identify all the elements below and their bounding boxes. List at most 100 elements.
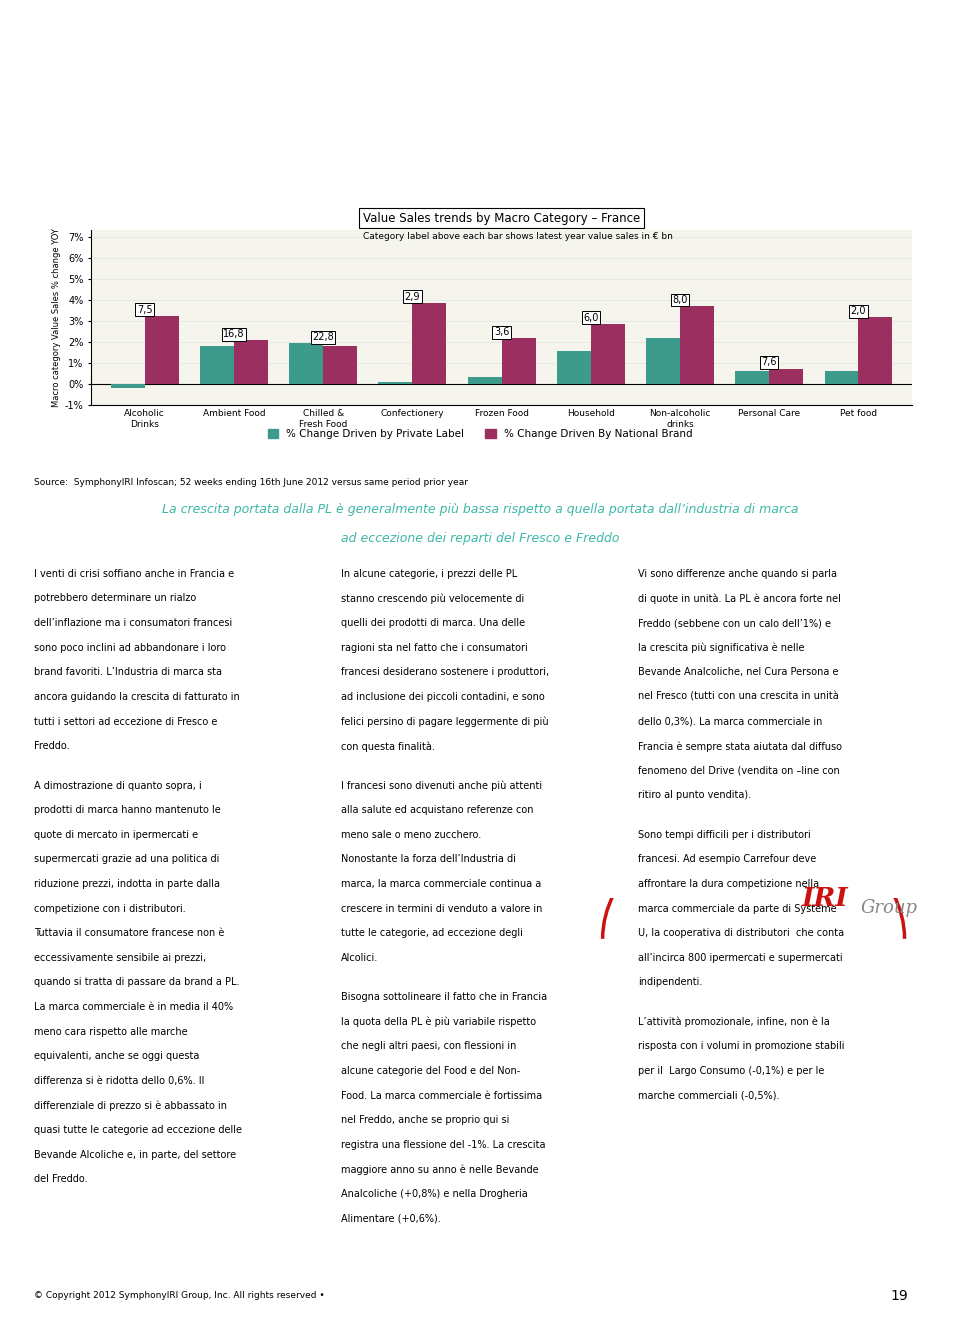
- Text: Alimentare (+0,6%).: Alimentare (+0,6%).: [341, 1214, 441, 1224]
- Text: Bisogna sottolineare il fatto che in Francia: Bisogna sottolineare il fatto che in Fra…: [341, 992, 547, 1002]
- Bar: [200, 346, 234, 384]
- Bar: [501, 338, 536, 384]
- Bar: [378, 382, 413, 384]
- Text: Category label above each bar shows latest year value sales in € bn: Category label above each bar shows late…: [363, 232, 673, 241]
- Text: felici persino di pagare leggermente di più: felici persino di pagare leggermente di …: [341, 717, 548, 727]
- Bar: [590, 323, 625, 384]
- Text: potrebbero determinare un rialzo: potrebbero determinare un rialzo: [34, 594, 196, 603]
- Text: Francia è sempre stata aiutata dal diffuso: Francia è sempre stata aiutata dal diffu…: [638, 741, 843, 751]
- Bar: [289, 343, 324, 384]
- Text: eccessivamente sensibile ai prezzi,: eccessivamente sensibile ai prezzi,: [34, 953, 205, 963]
- Text: quelli dei prodotti di marca. Una delle: quelli dei prodotti di marca. Una delle: [341, 617, 525, 628]
- Text: affrontare la dura competizione nella: affrontare la dura competizione nella: [638, 878, 820, 889]
- Text: con questa finalità.: con questa finalità.: [341, 741, 435, 751]
- Bar: [413, 302, 446, 384]
- Text: riduzione prezzi, indotta in parte dalla: riduzione prezzi, indotta in parte dalla: [34, 878, 220, 889]
- Bar: [735, 371, 769, 384]
- Text: prodotti di marca hanno mantenuto le: prodotti di marca hanno mantenuto le: [34, 806, 221, 815]
- Text: Freddo.: Freddo.: [34, 741, 69, 751]
- Text: risposta con i volumi in promozione stabili: risposta con i volumi in promozione stab…: [638, 1041, 845, 1052]
- Text: 19: 19: [891, 1289, 908, 1302]
- Text: meno sale o meno zucchero.: meno sale o meno zucchero.: [341, 829, 481, 840]
- Text: differenziale di prezzo si è abbassato in: differenziale di prezzo si è abbassato i…: [34, 1101, 227, 1112]
- Title: Value Sales trends by Macro Category – France: Value Sales trends by Macro Category – F…: [363, 212, 640, 225]
- Text: francesi desiderano sostenere i produttori,: francesi desiderano sostenere i produtto…: [341, 668, 549, 677]
- Text: differenza si è ridotta dello 0,6%. Il: differenza si è ridotta dello 0,6%. Il: [34, 1076, 204, 1086]
- Text: di quote in unità. La PL è ancora forte nel: di quote in unità. La PL è ancora forte …: [638, 594, 841, 604]
- Text: registra una flessione del -1%. La crescita: registra una flessione del -1%. La cresc…: [341, 1140, 545, 1150]
- Text: Food. La marca commerciale è fortissima: Food. La marca commerciale è fortissima: [341, 1090, 542, 1101]
- Text: alcune categorie del Food e del Non-: alcune categorie del Food e del Non-: [341, 1067, 520, 1076]
- Text: Special Report: Special Report: [24, 12, 109, 25]
- Text: U, la cooperativa di distributori  che conta: U, la cooperativa di distributori che co…: [638, 929, 845, 938]
- Bar: [825, 371, 858, 384]
- Text: 7,6: 7,6: [761, 358, 777, 367]
- Text: Tuttavia il consumatore francese non è: Tuttavia il consumatore francese non è: [34, 929, 224, 938]
- Text: Le Private Label in Europa: Le Private Label in Europa: [31, 53, 176, 62]
- Text: Source:  SymphonyIRI Infoscan; 52 weeks ending 16th June 2012 versus same period: Source: SymphonyIRI Infoscan; 52 weeks e…: [34, 478, 468, 488]
- Text: Freddo (sebbene con un calo dell’1%) e: Freddo (sebbene con un calo dell’1%) e: [638, 617, 831, 628]
- Text: meno cara rispetto alle marche: meno cara rispetto alle marche: [34, 1027, 187, 1036]
- Text: nel Fresco (tutti con una crescita in unità: nel Fresco (tutti con una crescita in un…: [638, 692, 839, 702]
- Text: fenomeno del Drive (vendita on –line con: fenomeno del Drive (vendita on –line con: [638, 766, 840, 776]
- Text: La marca commerciale è in media il 40%: La marca commerciale è in media il 40%: [34, 1002, 232, 1012]
- Text: francesi. Ad esempio Carrefour deve: francesi. Ad esempio Carrefour deve: [638, 855, 817, 864]
- Bar: [858, 318, 893, 384]
- Text: alla salute ed acquistano referenze con: alla salute ed acquistano referenze con: [341, 806, 534, 815]
- Bar: [646, 338, 680, 384]
- Text: Bevande Alcoliche e, in parte, del settore: Bevande Alcoliche e, in parte, del setto…: [34, 1150, 236, 1159]
- Text: stanno crescendo più velocemente di: stanno crescendo più velocemente di: [341, 594, 524, 604]
- Bar: [680, 306, 714, 384]
- Legend: % Change Driven by Private Label, % Change Driven By National Brand: % Change Driven by Private Label, % Chan…: [263, 425, 697, 443]
- Text: indipendenti.: indipendenti.: [638, 978, 703, 987]
- Text: ancora guidando la crescita di fatturato in: ancora guidando la crescita di fatturato…: [34, 692, 239, 702]
- Text: dell’inflazione ma i consumatori francesi: dell’inflazione ma i consumatori frances…: [34, 617, 232, 628]
- Bar: [468, 376, 501, 384]
- Text: Alcolici.: Alcolici.: [341, 953, 378, 963]
- Text: I trend in Francia: I trend in Francia: [31, 89, 259, 113]
- Text: Bevande Analcoliche, nel Cura Persona e: Bevande Analcoliche, nel Cura Persona e: [638, 668, 839, 677]
- Text: marca, la marca commerciale continua a: marca, la marca commerciale continua a: [341, 878, 541, 889]
- Bar: [110, 384, 145, 388]
- Text: la crescita più significativa è nelle: la crescita più significativa è nelle: [638, 643, 804, 653]
- Text: 8,0: 8,0: [672, 295, 687, 305]
- Text: quando si tratta di passare da brand a PL.: quando si tratta di passare da brand a P…: [34, 978, 239, 987]
- Text: tutte le categorie, ad eccezione degli: tutte le categorie, ad eccezione degli: [341, 929, 522, 938]
- Bar: [145, 315, 179, 384]
- Text: ad inclusione dei piccoli contadini, e sono: ad inclusione dei piccoli contadini, e s…: [341, 692, 544, 702]
- Text: ad eccezione dei reparti del Fresco e Freddo: ad eccezione dei reparti del Fresco e Fr…: [341, 533, 619, 545]
- Text: IRI: IRI: [802, 886, 849, 910]
- Bar: [557, 351, 590, 384]
- Text: La crescita portata dalla PL è generalmente più bassa rispetto a quella portata : La crescita portata dalla PL è generalme…: [161, 504, 799, 515]
- Text: www.symphonyiri.eu: www.symphonyiri.eu: [813, 12, 936, 25]
- Text: supermercati grazie ad una politica di: supermercati grazie ad una politica di: [34, 855, 219, 864]
- Text: ragioni sta nel fatto che i consumatori: ragioni sta nel fatto che i consumatori: [341, 643, 528, 653]
- Bar: [769, 368, 804, 384]
- Text: 6,0: 6,0: [583, 313, 598, 322]
- Text: Sono tempi difficili per i distributori: Sono tempi difficili per i distributori: [638, 829, 811, 840]
- Text: tutti i settori ad eccezione di Fresco e: tutti i settori ad eccezione di Fresco e: [34, 717, 217, 726]
- Text: marca commerciale da parte di Système: marca commerciale da parte di Système: [638, 904, 837, 914]
- Bar: [324, 346, 357, 384]
- Y-axis label: Macro category Value Sales % change YOY: Macro category Value Sales % change YOY: [52, 228, 60, 407]
- Text: crescere in termini di venduto a valore in: crescere in termini di venduto a valore …: [341, 904, 542, 914]
- Text: dello 0,3%). La marca commerciale in: dello 0,3%). La marca commerciale in: [638, 717, 823, 726]
- Text: Nonostante la forza dell’Industria di: Nonostante la forza dell’Industria di: [341, 855, 516, 864]
- Text: marche commerciali (-0,5%).: marche commerciali (-0,5%).: [638, 1090, 780, 1101]
- Text: Analcoliche (+0,8%) e nella Drogheria: Analcoliche (+0,8%) e nella Drogheria: [341, 1189, 528, 1199]
- Text: I venti di crisi soffiano anche in Francia e: I venti di crisi soffiano anche in Franc…: [34, 568, 233, 579]
- Text: 22,8: 22,8: [312, 333, 334, 342]
- Text: equivalenti, anche se oggi questa: equivalenti, anche se oggi questa: [34, 1051, 199, 1061]
- Text: Vi sono differenze anche quando si parla: Vi sono differenze anche quando si parla: [638, 568, 837, 579]
- Text: nel Freddo, anche se proprio qui si: nel Freddo, anche se proprio qui si: [341, 1116, 509, 1125]
- Text: quasi tutte le categorie ad eccezione delle: quasi tutte le categorie ad eccezione de…: [34, 1125, 242, 1136]
- Bar: [234, 341, 268, 384]
- Text: la quota della PL è più variabile rispetto: la quota della PL è più variabile rispet…: [341, 1016, 536, 1027]
- Text: A dimostrazione di quanto sopra, i: A dimostrazione di quanto sopra, i: [34, 780, 202, 791]
- Text: competizione con i distributori.: competizione con i distributori.: [34, 904, 185, 914]
- Text: Group: Group: [860, 900, 917, 917]
- Text: quote di mercato in ipermercati e: quote di mercato in ipermercati e: [34, 829, 198, 840]
- Text: all’incirca 800 ipermercati e supermercati: all’incirca 800 ipermercati e supermerca…: [638, 953, 843, 963]
- Text: In alcune categorie, i prezzi delle PL: In alcune categorie, i prezzi delle PL: [341, 568, 517, 579]
- Text: L’attività promozionale, infine, non è la: L’attività promozionale, infine, non è l…: [638, 1016, 830, 1027]
